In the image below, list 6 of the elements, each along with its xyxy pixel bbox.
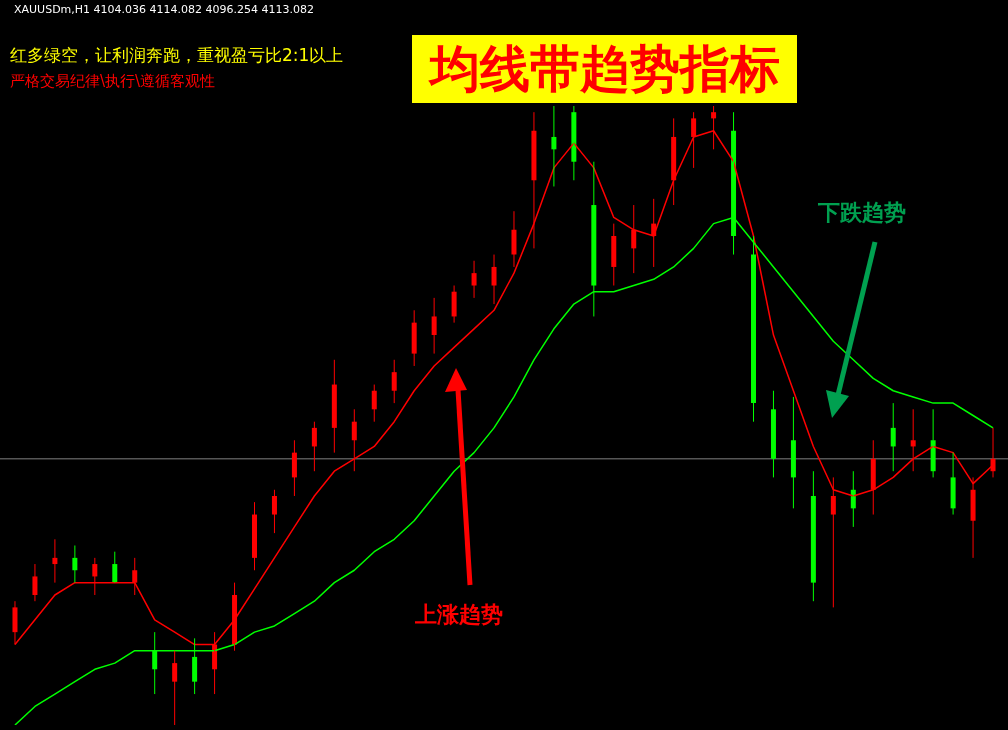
text: 严格交易纪律\执行\遵循客观性 [10, 72, 216, 91]
text: XAUUSDm,H1 4104.036 4114.082 4096.254 4113.082 [14, 3, 315, 16]
chart-title: 均线带趋势指标 [412, 35, 797, 103]
annotation: 下跌趋势 [818, 199, 906, 227]
text: 红多绿空，让利润奔跑，重视盈亏比2:1以上 [10, 44, 344, 67]
annotation: 上涨趋势 [415, 601, 503, 629]
